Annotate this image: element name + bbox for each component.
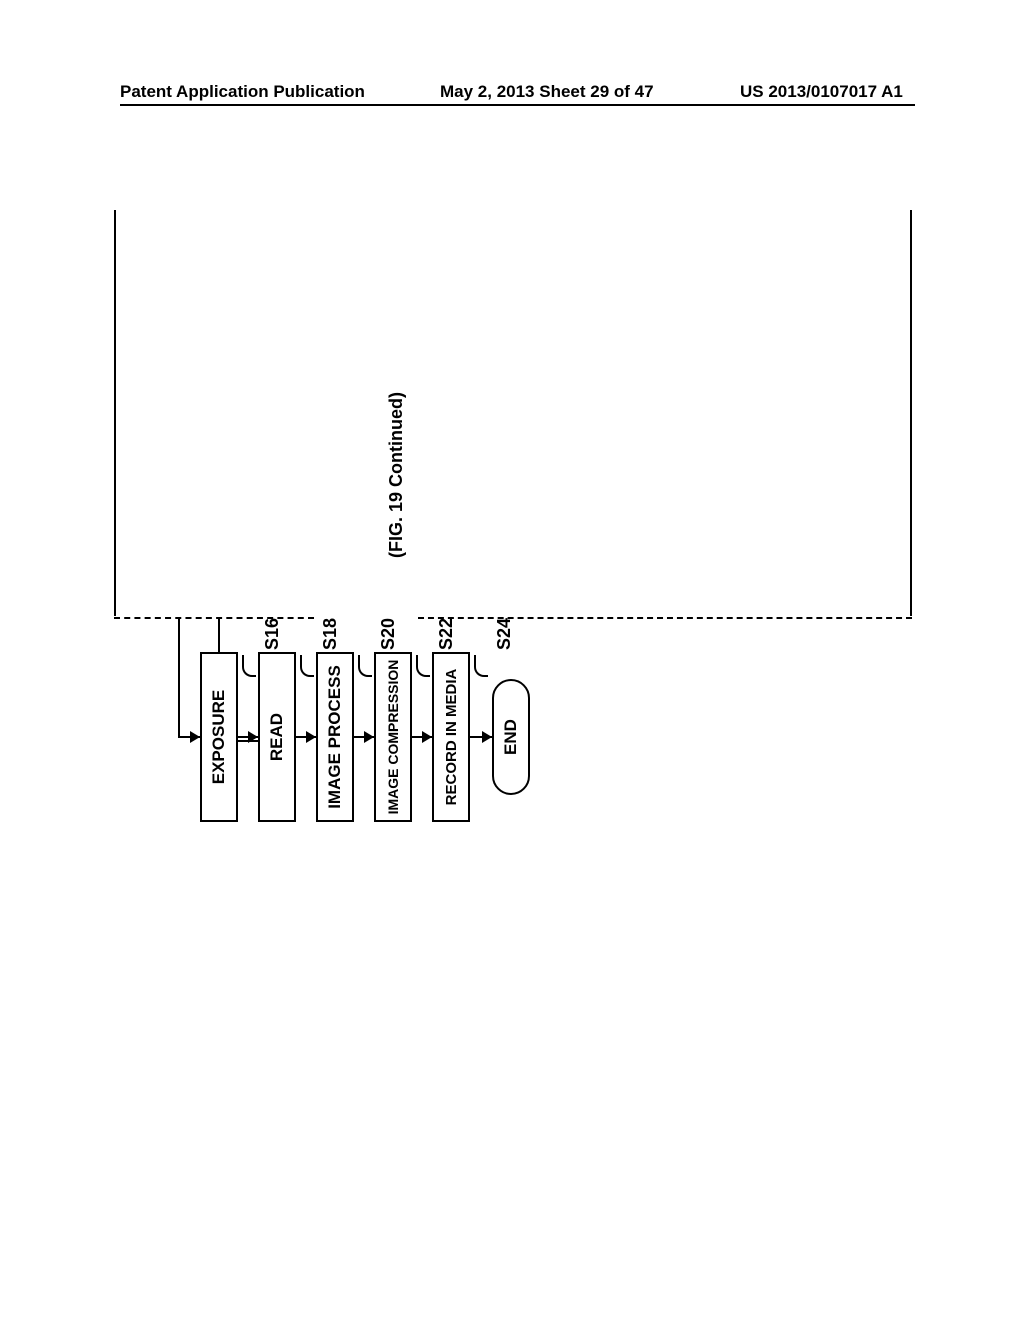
step-image-compression: IMAGE COMPRESSION: [374, 652, 412, 822]
terminal-end: END: [492, 679, 530, 795]
step-exposure: EXPOSURE: [200, 652, 238, 822]
frame-line-left: [114, 210, 116, 616]
step-ref: S18: [320, 618, 341, 650]
step-label-text: IMAGE PROCESS: [325, 665, 345, 809]
page-break-dash-left: [114, 617, 314, 619]
step-ref: S24: [494, 618, 515, 650]
step-record-media: RECORD IN MEDIA: [432, 652, 470, 822]
ref-hook: [242, 655, 256, 677]
ref-hook: [416, 655, 430, 677]
step-box: EXPOSURE: [200, 652, 238, 822]
step-ref: S16: [262, 618, 283, 650]
arrowhead-icon: [248, 731, 258, 743]
frame-line-right: [910, 210, 912, 616]
arrowhead-icon: [364, 731, 374, 743]
ref-hook: [358, 655, 372, 677]
step-ref: S22: [436, 618, 457, 650]
arrowhead-icon: [422, 731, 432, 743]
flowchart-figure: (FIG. 19 Continued) EXPOSURE S16: [0, 0, 1024, 1320]
page-break-dash-right: [418, 617, 912, 619]
step-label-text: IMAGE COMPRESSION: [385, 660, 401, 815]
step-read: READ: [258, 652, 296, 822]
step-ref: S20: [378, 618, 399, 650]
step-label-text: RECORD IN MEDIA: [443, 669, 460, 806]
arrowhead-icon: [306, 731, 316, 743]
figure-caption: (FIG. 19 Continued): [386, 392, 407, 558]
ref-hook: [300, 655, 314, 677]
arrowhead-icon: [482, 731, 492, 743]
terminal-label: END: [501, 719, 521, 755]
arrowhead-icon: [190, 731, 200, 743]
step-label-text: READ: [267, 713, 287, 761]
flow-entry-line: [218, 617, 220, 653]
page: Patent Application Publication May 2, 20…: [0, 0, 1024, 1320]
step-box: RECORD IN MEDIA: [432, 652, 470, 822]
step-box: IMAGE COMPRESSION: [374, 652, 412, 822]
terminal-box: END: [492, 679, 530, 795]
flow-entry-stub: [178, 617, 180, 737]
step-box: IMAGE PROCESS: [316, 652, 354, 822]
step-box: READ: [258, 652, 296, 822]
step-label-text: EXPOSURE: [209, 690, 229, 784]
step-image-process: IMAGE PROCESS: [316, 652, 354, 822]
ref-hook: [474, 655, 488, 677]
